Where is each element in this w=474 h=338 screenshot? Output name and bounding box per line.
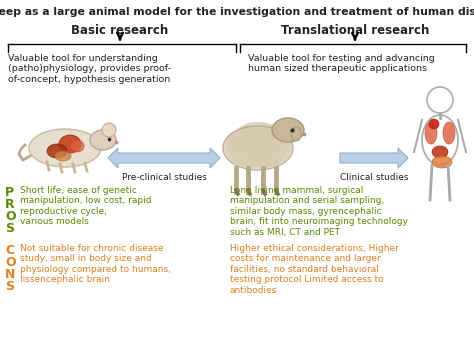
- Text: Pre-clinical studies: Pre-clinical studies: [121, 173, 207, 182]
- Text: O: O: [5, 256, 16, 269]
- Ellipse shape: [70, 140, 84, 152]
- Ellipse shape: [233, 122, 283, 154]
- Text: Translational research: Translational research: [281, 24, 429, 37]
- Text: Valuable tool for testing and advancing
human sized therapeutic applications: Valuable tool for testing and advancing …: [248, 54, 435, 73]
- Text: The sheep as a large animal model for the investigation and treatment of human d: The sheep as a large animal model for th…: [0, 7, 474, 17]
- Ellipse shape: [224, 127, 292, 169]
- Text: N: N: [5, 268, 15, 281]
- Ellipse shape: [432, 156, 452, 168]
- Ellipse shape: [272, 118, 304, 142]
- Ellipse shape: [247, 139, 285, 167]
- Ellipse shape: [59, 135, 81, 153]
- Ellipse shape: [250, 128, 290, 158]
- Text: Valuable tool for understanding
(patho)physiology, provides proof-
of-concept, h: Valuable tool for understanding (patho)p…: [8, 54, 171, 84]
- Text: Clinical studies: Clinical studies: [340, 173, 408, 182]
- Text: R: R: [5, 198, 15, 211]
- Circle shape: [102, 123, 116, 137]
- Ellipse shape: [432, 146, 448, 158]
- Ellipse shape: [429, 119, 439, 129]
- Text: Not suitable for chronic disease
study, small in body size and
physiology compar: Not suitable for chronic disease study, …: [20, 244, 171, 284]
- Text: Short life, ease of genetic
manipulation, low cost, rapid
reproductive cycle,
va: Short life, ease of genetic manipulation…: [20, 186, 152, 226]
- Text: C: C: [5, 244, 14, 257]
- Ellipse shape: [443, 122, 455, 144]
- Polygon shape: [340, 148, 408, 168]
- Ellipse shape: [291, 127, 301, 141]
- Ellipse shape: [47, 144, 67, 158]
- Text: Basic research: Basic research: [72, 24, 169, 37]
- Text: S: S: [5, 280, 14, 293]
- Text: P: P: [5, 186, 14, 199]
- Text: O: O: [5, 210, 16, 223]
- Ellipse shape: [425, 122, 437, 144]
- Polygon shape: [108, 148, 220, 168]
- Ellipse shape: [55, 151, 71, 161]
- Ellipse shape: [29, 129, 101, 167]
- Text: Long living mammal, surgical
manipulation and serial sampling,
similar body mass: Long living mammal, surgical manipulatio…: [230, 186, 408, 237]
- Ellipse shape: [231, 139, 269, 167]
- Text: S: S: [5, 222, 14, 235]
- Text: Higher ethical considerations, Higher
costs for maintenance and larger
facilitie: Higher ethical considerations, Higher co…: [230, 244, 399, 295]
- Ellipse shape: [226, 128, 266, 158]
- Ellipse shape: [90, 130, 116, 150]
